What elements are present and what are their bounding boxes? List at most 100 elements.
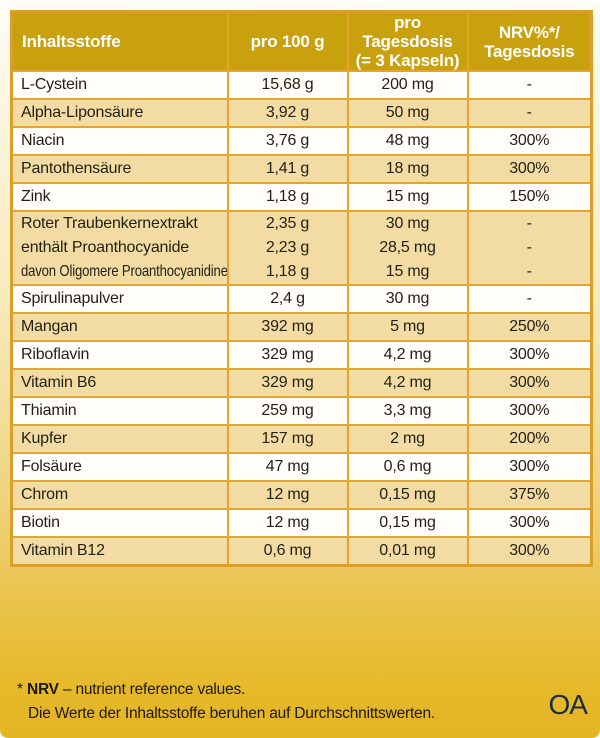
per-dose-value: 15 mg bbox=[385, 263, 430, 280]
per-dose-value: 5 mg bbox=[346, 312, 469, 342]
per-dose-value: 0,01 mg bbox=[346, 536, 469, 566]
ingredient-name: Chrom bbox=[10, 480, 229, 510]
table-row: Kupfer 157 mg 2 mg 200% bbox=[10, 424, 593, 454]
per-dose-value: 200 mg bbox=[346, 70, 469, 100]
per-100g-value: 2,23 g bbox=[265, 239, 310, 256]
per-100g-value: 157 mg bbox=[226, 424, 349, 454]
per-100g-value: 12 mg bbox=[226, 480, 349, 510]
table-row: Thiamin 259 mg 3,3 mg 300% bbox=[10, 396, 593, 426]
header-nrv-line2: Tagesdosis bbox=[484, 41, 575, 61]
per-100g-value: 329 mg bbox=[226, 368, 349, 398]
per-100g-value: 1,18 g bbox=[226, 182, 349, 212]
table-row: Pantothensäure 1,41 g 18 mg 300% bbox=[10, 154, 593, 184]
nrv-value: - bbox=[526, 263, 532, 280]
per-100g-value-group: 2,35 g 2,23 g 1,18 g bbox=[226, 210, 349, 286]
table-row: Chrom 12 mg 0,15 mg 375% bbox=[10, 480, 593, 510]
per-100g-value: 1,18 g bbox=[265, 263, 310, 280]
per-dose-value: 30 mg bbox=[346, 284, 469, 314]
nrv-value: 300% bbox=[466, 154, 593, 184]
ingredient-name: Pantothensäure bbox=[10, 154, 229, 184]
table-row: Biotin 12 mg 0,15 mg 300% bbox=[10, 508, 593, 538]
ingredient-name: Roter Traubenkernextrakt bbox=[21, 215, 198, 232]
per-dose-value: 15 mg bbox=[346, 182, 469, 212]
footnote: * NRV – nutrient reference values. Die W… bbox=[17, 678, 435, 726]
per-100g-value: 3,92 g bbox=[226, 98, 349, 128]
nrv-value: - bbox=[466, 284, 593, 314]
per-100g-value: 2,35 g bbox=[265, 215, 310, 232]
table-row: Riboflavin 329 mg 4,2 mg 300% bbox=[10, 340, 593, 370]
nrv-value-group: - - - bbox=[466, 210, 593, 286]
header-ingredients: Inhaltsstoffe bbox=[10, 10, 229, 72]
nrv-value: 300% bbox=[466, 340, 593, 370]
table-row: L-Cystein 15,68 g 200 mg - bbox=[10, 70, 593, 100]
ingredient-name: Folsäure bbox=[10, 452, 229, 482]
table-row: Vitamin B6 329 mg 4,2 mg 300% bbox=[10, 368, 593, 398]
ingredient-name: Riboflavin bbox=[10, 340, 229, 370]
per-dose-value: 18 mg bbox=[346, 154, 469, 184]
ingredient-name: Spirulinapulver bbox=[10, 284, 229, 314]
per-dose-value: 3,3 mg bbox=[346, 396, 469, 426]
footnote-line2: Die Werte der Inhaltsstoffe beruhen auf … bbox=[28, 705, 436, 722]
ingredient-name: L-Cystein bbox=[10, 70, 229, 100]
table-row: Vitamin B12 0,6 mg 0,01 mg 300% bbox=[10, 536, 593, 566]
per-dose-value: 4,2 mg bbox=[346, 340, 469, 370]
ingredient-name: Niacin bbox=[10, 126, 229, 156]
header-per-dose-line2: (= 3 Kapseln) bbox=[355, 51, 460, 70]
table-row: Alpha-Liponsäure 3,92 g 50 mg - bbox=[10, 98, 593, 128]
ingredient-name: Mangan bbox=[10, 312, 229, 342]
nrv-value: - bbox=[466, 98, 593, 128]
per-dose-value: 0,15 mg bbox=[346, 508, 469, 538]
table-row-group: Roter Traubenkernextrakt enthält Proanth… bbox=[10, 210, 593, 286]
nrv-value: - bbox=[526, 239, 532, 256]
per-100g-value: 12 mg bbox=[226, 508, 349, 538]
per-dose-value: 50 mg bbox=[346, 98, 469, 128]
nrv-value: 300% bbox=[466, 452, 593, 482]
ingredient-name: Biotin bbox=[10, 508, 229, 538]
ingredient-name: Zink bbox=[10, 182, 229, 212]
per-dose-value: 4,2 mg bbox=[346, 368, 469, 398]
nrv-value: 200% bbox=[466, 424, 593, 454]
per-100g-value: 259 mg bbox=[226, 396, 349, 426]
footnote-nrv-abbrev: NRV bbox=[26, 681, 59, 698]
table-row: Niacin 3,76 g 48 mg 300% bbox=[10, 126, 593, 156]
nrv-value: 250% bbox=[466, 312, 593, 342]
per-dose-value: 30 mg bbox=[385, 215, 430, 232]
per-100g-value: 15,68 g bbox=[226, 70, 349, 100]
nrv-value: - bbox=[466, 70, 593, 100]
table-row: Mangan 392 mg 5 mg 250% bbox=[10, 312, 593, 342]
footnote-line1: * NRV – nutrient reference values. bbox=[17, 678, 435, 702]
table-row: Folsäure 47 mg 0,6 mg 300% bbox=[10, 452, 593, 482]
per-dose-value: 0,15 mg bbox=[346, 480, 469, 510]
per-dose-value: 0,6 mg bbox=[346, 452, 469, 482]
per-100g-value: 329 mg bbox=[226, 340, 349, 370]
ingredient-name-group: Roter Traubenkernextrakt enthält Proanth… bbox=[10, 210, 229, 286]
per-dose-value: 2 mg bbox=[346, 424, 469, 454]
table-row: Spirulinapulver 2,4 g 30 mg - bbox=[10, 284, 593, 314]
oa-brand-logo: OA bbox=[548, 689, 588, 720]
footnote-asterisk: * bbox=[17, 681, 27, 698]
ingredient-subname: enthält Proanthocyanide bbox=[21, 239, 189, 256]
nrv-value: 300% bbox=[466, 396, 593, 426]
nrv-value: 300% bbox=[466, 126, 593, 156]
per-dose-value: 28,5 mg bbox=[379, 239, 436, 256]
ingredient-name: Vitamin B6 bbox=[10, 368, 229, 398]
per-100g-value: 1,41 g bbox=[226, 154, 349, 184]
footnote-nrv-definition: – nutrient reference values. bbox=[58, 681, 246, 698]
table-header-row: Inhaltsstoffe pro 100 g pro Tagesdosis (… bbox=[10, 10, 593, 72]
per-dose-value: 48 mg bbox=[346, 126, 469, 156]
nrv-value: 150% bbox=[466, 182, 593, 212]
ingredient-name: Vitamin B12 bbox=[10, 536, 229, 566]
header-per-dose-line1: pro Tagesdosis bbox=[362, 13, 453, 51]
header-nrv-line1: NRV%*/ bbox=[498, 22, 560, 42]
table-row: Zink 1,18 g 15 mg 150% bbox=[10, 182, 593, 212]
ingredient-subname: davon Oligomere Proanthocyanidine bbox=[21, 263, 228, 280]
per-100g-value: 47 mg bbox=[226, 452, 349, 482]
per-100g-value: 0,6 mg bbox=[226, 536, 349, 566]
ingredient-name: Kupfer bbox=[10, 424, 229, 454]
ingredient-name: Alpha-Liponsäure bbox=[10, 98, 229, 128]
per-dose-value-group: 30 mg 28,5 mg 15 mg bbox=[346, 210, 469, 286]
nutrition-table: Inhaltsstoffe pro 100 g pro Tagesdosis (… bbox=[10, 10, 593, 567]
per-100g-value: 3,76 g bbox=[226, 126, 349, 156]
nrv-value: - bbox=[526, 215, 532, 232]
